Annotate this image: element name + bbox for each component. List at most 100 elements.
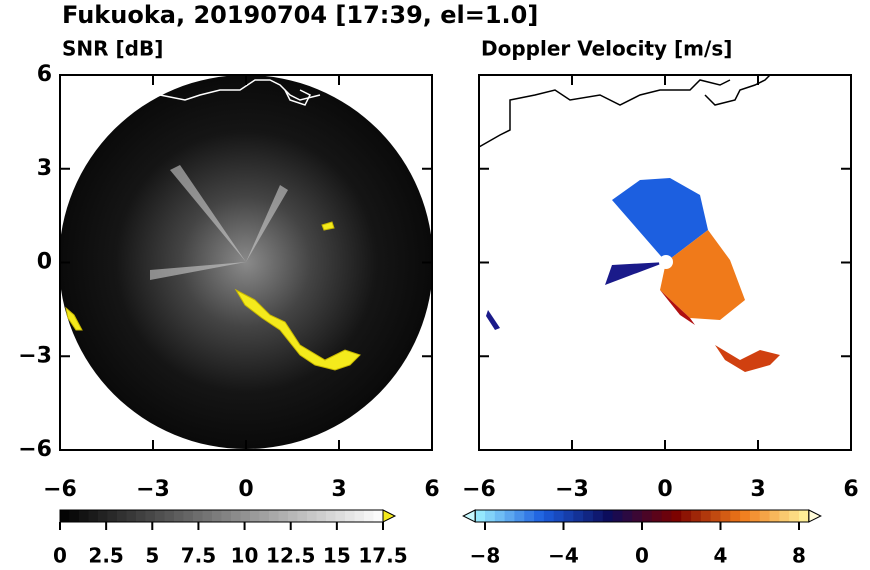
colorbar-segment	[316, 510, 327, 522]
colorbar-segment	[534, 510, 545, 522]
colorbar-tick-label: 15	[323, 544, 351, 568]
colorbar-segment	[700, 510, 712, 522]
colorbar-tick-label: 10	[231, 544, 259, 568]
colorbar-segment	[174, 510, 184, 522]
colorbar-segment	[553, 510, 564, 522]
coastline	[704, 74, 771, 106]
colorbar-segment	[769, 510, 780, 522]
colorbar-segment	[193, 510, 203, 522]
colorbar-segment	[288, 510, 298, 522]
colorbar-segment	[583, 510, 594, 522]
colorbar-segment	[354, 510, 365, 522]
colorbar-segment	[335, 510, 346, 522]
panel-title: SNR [dB]	[62, 37, 163, 61]
echo	[65, 221, 361, 371]
colorbar-segment	[60, 510, 70, 522]
colorbar-segment	[136, 510, 146, 522]
y-tick-label: 3	[37, 156, 52, 181]
x-tick-label: 0	[238, 477, 253, 502]
colorbar-segment	[98, 510, 108, 522]
colorbar-segment	[485, 510, 496, 522]
x-tick-label: 3	[331, 477, 346, 502]
colorbar-segment	[164, 510, 175, 522]
colorbar-tick-label: 0	[635, 544, 649, 568]
colorbar-tick-label: −8	[470, 544, 501, 568]
colorbar-segment	[622, 510, 633, 522]
x-tick-label: 3	[750, 477, 765, 502]
colorbar-segment	[691, 510, 702, 522]
colorbar-segment	[671, 510, 682, 522]
colorbar-segment	[183, 510, 194, 522]
x-tick-label: 6	[424, 477, 439, 502]
colorbar-segment	[155, 510, 165, 522]
radar-wedge	[150, 165, 288, 280]
y-tick-label: −6	[18, 437, 52, 462]
colorbar-segment	[592, 510, 604, 522]
coastline	[284, 89, 312, 106]
colorbar-segment	[269, 510, 279, 522]
panel-title: Doppler Velocity [m/s]	[481, 37, 732, 61]
radar-center	[659, 255, 673, 269]
colorbar-segment	[514, 510, 525, 522]
colorbar-segment	[202, 510, 213, 522]
colorbar-segment	[651, 510, 663, 522]
colorbar-extend	[808, 509, 822, 523]
colorbar-tick-label: 0	[53, 544, 67, 568]
y-tick-label: 6	[37, 62, 52, 87]
colorbar-segment	[730, 510, 741, 522]
colorbar-segment	[364, 510, 374, 522]
colorbar-extend	[382, 509, 397, 523]
colorbar-tick-label: 17.5	[358, 544, 407, 568]
colorbar-segment	[221, 510, 232, 522]
colorbar-segment	[88, 510, 99, 522]
colorbar-segment	[117, 510, 127, 522]
colorbar-segment	[740, 510, 751, 522]
x-tick-label: −3	[136, 477, 170, 502]
colorbar-segment	[789, 510, 800, 522]
colorbar-segment	[212, 510, 222, 522]
colorbar-segment	[749, 510, 761, 522]
x-tick-label: −6	[43, 477, 77, 502]
colorbar-segment	[107, 510, 118, 522]
colorbar-tick-label: 12.5	[266, 544, 315, 568]
x-tick-label: 0	[657, 477, 672, 502]
colorbar-segment	[79, 510, 89, 522]
colorbar-tick-label: −4	[548, 544, 579, 568]
coastline	[159, 79, 321, 101]
y-tick-label: −3	[18, 343, 52, 368]
colorbar-segment	[475, 510, 486, 522]
colorbar-segment	[661, 510, 672, 522]
colorbar-segment	[681, 510, 692, 522]
colorbar-segment	[126, 510, 137, 522]
colorbar-tick-label: 7.5	[181, 544, 216, 568]
x-tick-label: −3	[555, 477, 589, 502]
colorbar-segment	[612, 510, 623, 522]
colorbar-segment	[373, 510, 384, 522]
colorbar-tick-label: 5	[145, 544, 159, 568]
colorbar-segment	[307, 510, 317, 522]
figure-title: Fukuoka, 20190704 [17:39, el=1.0]	[62, 1, 538, 29]
colorbar-segment	[69, 510, 80, 522]
colorbar-segment	[632, 510, 643, 522]
colorbar-segment	[720, 510, 731, 522]
colorbar-segment	[799, 510, 810, 522]
x-tick-label: −6	[462, 477, 496, 502]
coastline	[478, 79, 731, 148]
colorbar-tick-label: 8	[792, 544, 806, 568]
colorbar-segment	[759, 510, 771, 522]
colorbar-segment	[259, 510, 270, 522]
colorbar-segment	[345, 510, 355, 522]
y-tick-label: 0	[37, 250, 52, 275]
colorbar-segment	[642, 510, 653, 522]
colorbar-extend	[462, 509, 476, 523]
colorbar-tick-label: 4	[714, 544, 728, 568]
colorbar-segment	[504, 510, 515, 522]
colorbar-frame	[59, 509, 384, 523]
colorbar-segment	[524, 510, 535, 522]
colorbar-segment	[240, 510, 251, 522]
colorbar-segment	[573, 510, 584, 522]
colorbar-segment	[602, 510, 614, 522]
colorbar-segment	[250, 510, 260, 522]
colorbar-segment	[710, 510, 721, 522]
